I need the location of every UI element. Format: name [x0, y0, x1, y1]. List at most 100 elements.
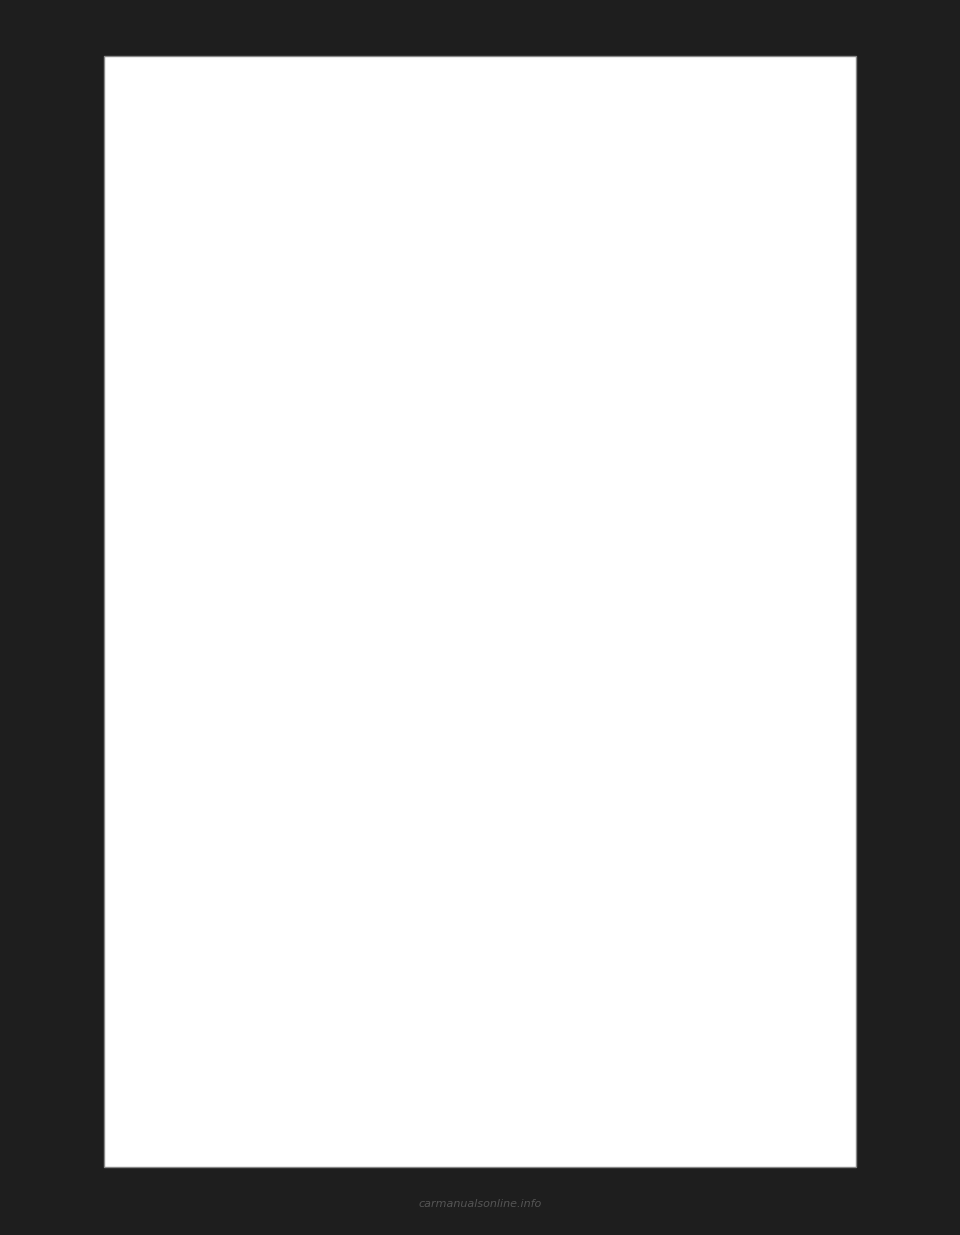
Ellipse shape [727, 266, 783, 347]
Ellipse shape [553, 147, 617, 224]
Text: P: P [304, 117, 310, 127]
Ellipse shape [297, 180, 483, 343]
Circle shape [413, 858, 442, 892]
Text: K  Carburettor body: K Carburettor body [360, 1135, 454, 1144]
Text: A  Automatic choke bi-metal housing: A Automatic choke bi-metal housing [117, 1002, 293, 1010]
Polygon shape [427, 687, 664, 845]
Ellipse shape [637, 700, 654, 719]
Circle shape [297, 343, 324, 377]
Circle shape [289, 298, 318, 332]
FancyBboxPatch shape [251, 477, 574, 548]
Ellipse shape [347, 301, 360, 315]
Circle shape [638, 132, 667, 167]
Ellipse shape [622, 555, 669, 604]
Ellipse shape [490, 350, 511, 373]
Ellipse shape [492, 745, 529, 782]
Ellipse shape [483, 735, 538, 790]
Text: A: A [564, 144, 570, 154]
Ellipse shape [284, 421, 345, 457]
Ellipse shape [220, 816, 274, 881]
Ellipse shape [544, 136, 627, 235]
Ellipse shape [649, 130, 717, 210]
Text: O: O [205, 283, 213, 294]
Ellipse shape [290, 483, 362, 541]
Polygon shape [525, 562, 582, 604]
Circle shape [315, 473, 344, 506]
Circle shape [466, 347, 494, 382]
Text: E: E [684, 574, 690, 584]
Ellipse shape [486, 225, 504, 245]
Circle shape [293, 106, 322, 140]
Text: F: F [650, 641, 656, 652]
Text: F  Idle speed screw: F Idle speed screw [360, 1035, 451, 1044]
FancyBboxPatch shape [766, 300, 819, 329]
Text: 13.4e Exploded view of Pierburg 2V carburettor: 13.4e Exploded view of Pierburg 2V carbu… [322, 963, 638, 976]
Ellipse shape [367, 216, 443, 306]
Text: E  Secondary throttle valve vacuum unit: E Secondary throttle valve vacuum unit [360, 1002, 551, 1010]
Ellipse shape [630, 808, 646, 826]
Circle shape [673, 562, 701, 597]
Ellipse shape [423, 494, 468, 530]
Ellipse shape [559, 737, 612, 793]
Polygon shape [653, 369, 725, 450]
Ellipse shape [303, 494, 348, 530]
Text: D: D [709, 417, 717, 427]
Ellipse shape [358, 332, 376, 352]
Text: P  Idle jet: P Idle jet [608, 1135, 652, 1144]
Circle shape [236, 848, 265, 883]
Ellipse shape [384, 850, 410, 877]
Ellipse shape [285, 299, 301, 317]
Text: C: C [725, 324, 732, 333]
Text: O  Top cover assembly: O Top cover assembly [608, 1102, 716, 1110]
Ellipse shape [449, 803, 466, 821]
Ellipse shape [632, 564, 660, 594]
Text: carmanualsonline.info: carmanualsonline.info [419, 1199, 541, 1209]
Ellipse shape [347, 343, 360, 358]
Circle shape [195, 272, 224, 305]
Ellipse shape [410, 483, 482, 541]
Text: G: G [423, 869, 431, 879]
FancyBboxPatch shape [104, 56, 856, 951]
Circle shape [699, 405, 728, 440]
Circle shape [714, 311, 743, 346]
Circle shape [638, 630, 667, 663]
Ellipse shape [449, 700, 466, 719]
Text: N  Secondary main jet: N Secondary main jet [608, 1068, 713, 1077]
Text: G  Accelerator pump diaphragm: G Accelerator pump diaphragm [360, 1068, 513, 1077]
Polygon shape [209, 409, 600, 467]
Ellipse shape [615, 634, 631, 650]
Polygon shape [600, 136, 713, 217]
Ellipse shape [211, 521, 245, 576]
Text: L  Fuel inlet pipe and filter: L Fuel inlet pipe and filter [608, 1002, 732, 1010]
Ellipse shape [285, 342, 301, 359]
Text: H: H [247, 861, 254, 871]
Ellipse shape [410, 162, 429, 182]
Text: B: B [650, 144, 657, 154]
Text: H  Power valve assembly: H Power valve assembly [360, 1102, 479, 1110]
FancyBboxPatch shape [104, 951, 856, 988]
Text: C  Automatic choke coolant housing: C Automatic choke coolant housing [117, 1068, 289, 1077]
FancyBboxPatch shape [579, 505, 636, 600]
Polygon shape [235, 467, 593, 651]
Ellipse shape [427, 419, 488, 454]
Text: L: L [477, 359, 483, 369]
Text: unit: unit [117, 1135, 151, 1144]
Text: K: K [326, 485, 333, 495]
Text: M: M [306, 354, 315, 366]
Ellipse shape [566, 746, 604, 783]
Text: M  Primary main jet: M Primary main jet [608, 1035, 701, 1044]
Ellipse shape [373, 839, 420, 888]
Ellipse shape [228, 826, 265, 869]
Ellipse shape [668, 378, 713, 431]
Text: N: N [300, 310, 307, 320]
Ellipse shape [204, 510, 252, 587]
FancyBboxPatch shape [467, 351, 516, 372]
Ellipse shape [238, 839, 255, 858]
FancyBboxPatch shape [104, 988, 856, 1167]
Ellipse shape [248, 143, 532, 380]
Ellipse shape [282, 243, 301, 262]
Text: B  O-ring: B O-ring [117, 1035, 159, 1044]
Ellipse shape [304, 116, 318, 130]
Ellipse shape [660, 143, 706, 198]
Text: D  Automatic choke vacuum pull-down: D Automatic choke vacuum pull-down [117, 1102, 301, 1110]
